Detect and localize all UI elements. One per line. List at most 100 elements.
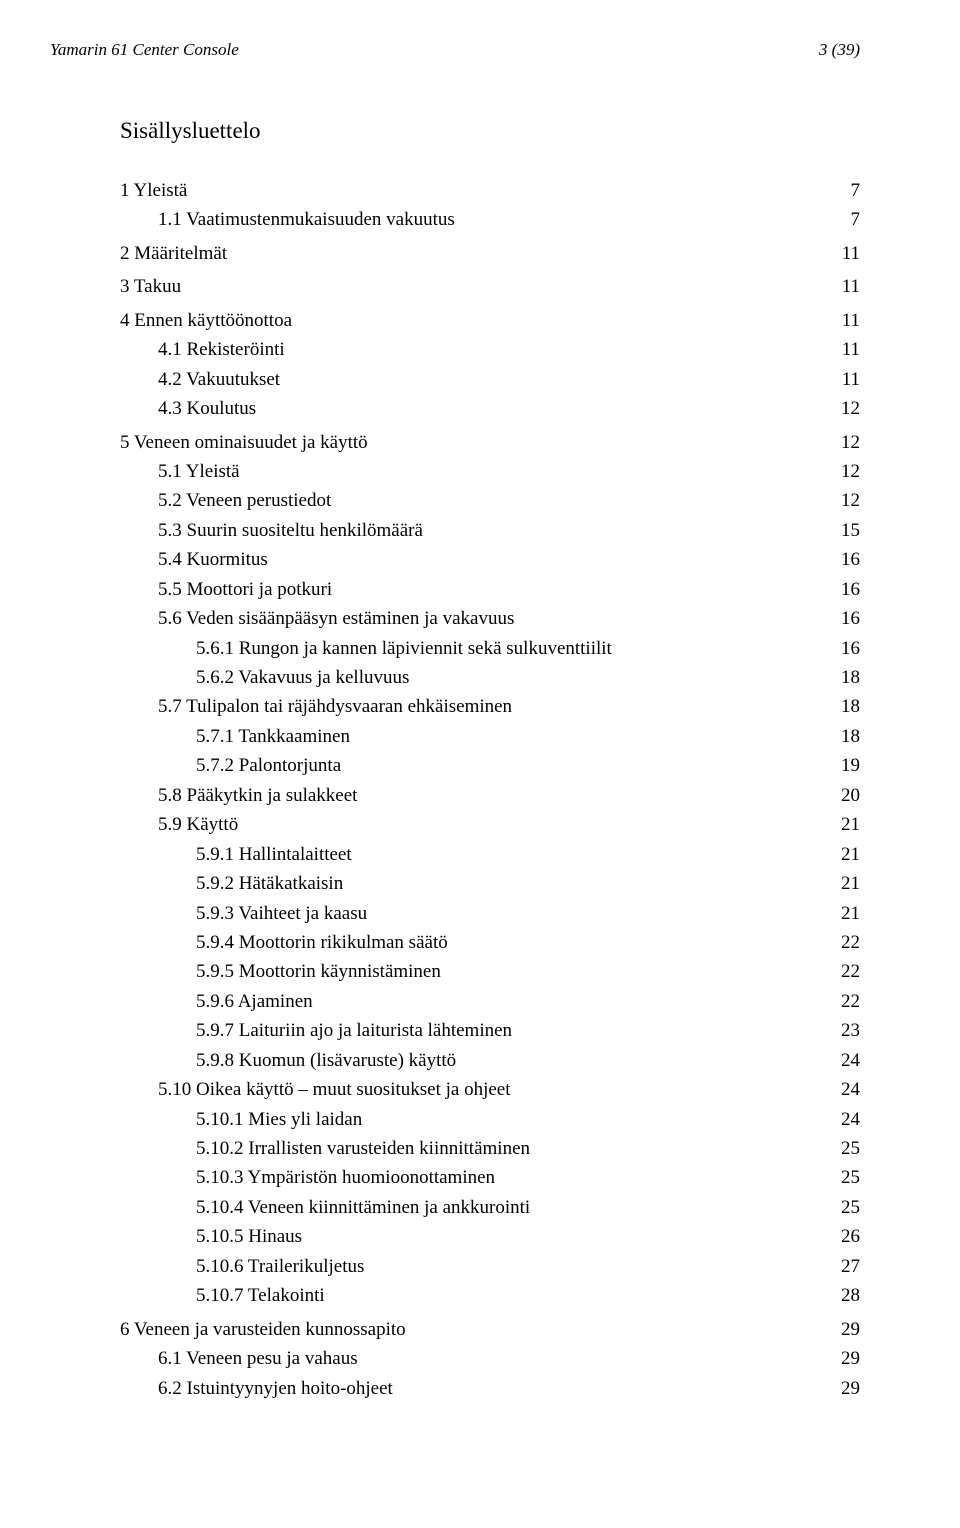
toc-entry-label: 5.7 Tulipalon tai räjähdysvaaran ehkäise…: [158, 692, 841, 721]
toc-entry-label: 5.10.7 Telakointi: [196, 1281, 841, 1310]
toc-entry-page: 11: [842, 272, 860, 301]
toc-entry-label: 5.7.2 Palontorjunta: [196, 751, 841, 780]
toc-entry: 5.4 Kuormitus16: [120, 545, 860, 574]
toc-entry: 4 Ennen käyttöönottoa11: [120, 306, 860, 335]
toc-entry-page: 18: [841, 722, 860, 751]
toc-entry: 5.6.2 Vakavuus ja kelluvuus18: [120, 663, 860, 692]
toc-entry-page: 29: [841, 1374, 860, 1403]
toc-entry-page: 21: [841, 840, 860, 869]
toc-entry-page: 27: [841, 1252, 860, 1281]
toc-entry-label: 5.6.2 Vakavuus ja kelluvuus: [196, 663, 841, 692]
toc-entry-page: 16: [841, 545, 860, 574]
toc-entry-label: 5.5 Moottori ja potkuri: [158, 575, 841, 604]
toc-entry: 5.9.1 Hallintalaitteet21: [120, 840, 860, 869]
toc-entry: 5.9 Käyttö21: [120, 810, 860, 839]
toc-entry: 6.1 Veneen pesu ja vahaus29: [120, 1344, 860, 1373]
toc-entry-label: 5.9.8 Kuomun (lisävaruste) käyttö: [196, 1046, 841, 1075]
toc-entry: 3 Takuu11: [120, 272, 860, 301]
toc-entry-page: 12: [841, 457, 860, 486]
toc-entry-label: 5.9.6 Ajaminen: [196, 987, 841, 1016]
toc-entry: 5.7.2 Palontorjunta19: [120, 751, 860, 780]
toc-entry: 4.2 Vakuutukset11: [120, 365, 860, 394]
toc-entry-page: 21: [841, 810, 860, 839]
toc-entry-page: 29: [841, 1344, 860, 1373]
toc-entry-page: 7: [851, 205, 861, 234]
toc-entry: 5.10.1 Mies yli laidan24: [120, 1105, 860, 1134]
toc-entry-label: 4 Ennen käyttöönottoa: [120, 306, 842, 335]
toc-entry-label: 5.9.1 Hallintalaitteet: [196, 840, 841, 869]
toc-entry-page: 18: [841, 692, 860, 721]
toc-entry-page: 25: [841, 1193, 860, 1222]
toc-entry-label: 4.2 Vakuutukset: [158, 365, 842, 394]
toc-entry-label: 5.7.1 Tankkaaminen: [196, 722, 841, 751]
toc-entry: 5.9.5 Moottorin käynnistäminen22: [120, 957, 860, 986]
toc-entry-label: 5.9 Käyttö: [158, 810, 841, 839]
toc-entry-label: 2 Määritelmät: [120, 239, 842, 268]
toc-entry: 5.10.4 Veneen kiinnittäminen ja ankkuroi…: [120, 1193, 860, 1222]
toc-entry-page: 22: [841, 957, 860, 986]
toc-entry-page: 23: [841, 1016, 860, 1045]
toc-entry-page: 12: [841, 428, 860, 457]
toc-entry-label: 5.6 Veden sisäänpääsyn estäminen ja vaka…: [158, 604, 841, 633]
toc-entry: 5.10.7 Telakointi28: [120, 1281, 860, 1310]
toc-entry-page: 12: [841, 486, 860, 515]
toc-entry-label: 5.2 Veneen perustiedot: [158, 486, 841, 515]
doc-title: Yamarin 61 Center Console: [50, 40, 239, 60]
toc-entry-page: 22: [841, 928, 860, 957]
toc-container: Sisällysluettelo 1 Yleistä71.1 Vaatimust…: [120, 118, 860, 1403]
toc-entry: 5.10 Oikea käyttö – muut suositukset ja …: [120, 1075, 860, 1104]
page-counter: 3 (39): [819, 40, 860, 60]
toc-entry-page: 15: [841, 516, 860, 545]
toc-entry-label: 5.10.1 Mies yli laidan: [196, 1105, 841, 1134]
toc-entry-label: 5.3 Suurin suositeltu henkilömäärä: [158, 516, 841, 545]
toc-entry: 4.1 Rekisteröinti11: [120, 335, 860, 364]
toc-entry-label: 5.10.4 Veneen kiinnittäminen ja ankkuroi…: [196, 1193, 841, 1222]
toc-entry-page: 21: [841, 869, 860, 898]
toc-entry-label: 5.8 Pääkytkin ja sulakkeet: [158, 781, 841, 810]
toc-entry-label: 5.4 Kuormitus: [158, 545, 841, 574]
toc-entry-label: 5.9.4 Moottorin rikikulman säätö: [196, 928, 841, 957]
toc-entry: 6 Veneen ja varusteiden kunnossapito29: [120, 1315, 860, 1344]
toc-entry: 5.10.5 Hinaus26: [120, 1222, 860, 1251]
toc-entry: 5.7 Tulipalon tai räjähdysvaaran ehkäise…: [120, 692, 860, 721]
toc-entry-label: 5.10.6 Trailerikuljetus: [196, 1252, 841, 1281]
toc-entry-page: 28: [841, 1281, 860, 1310]
toc-entry-page: 29: [841, 1315, 860, 1344]
toc-entry-label: 5.9.7 Laituriin ajo ja laiturista lähtem…: [196, 1016, 841, 1045]
toc-entry-label: 4.1 Rekisteröinti: [158, 335, 842, 364]
toc-entry-label: 3 Takuu: [120, 272, 842, 301]
toc-entry: 5.5 Moottori ja potkuri16: [120, 575, 860, 604]
toc-entry: 5.9.8 Kuomun (lisävaruste) käyttö24: [120, 1046, 860, 1075]
toc-entry-label: 1 Yleistä: [120, 176, 851, 205]
toc-entry: 5.6 Veden sisäänpääsyn estäminen ja vaka…: [120, 604, 860, 633]
toc-entry-label: 5.10 Oikea käyttö – muut suositukset ja …: [158, 1075, 841, 1104]
toc-entry: 6.2 Istuintyynyjen hoito-ohjeet29: [120, 1374, 860, 1403]
toc-entry-page: 25: [841, 1163, 860, 1192]
toc-entry: 5.6.1 Rungon ja kannen läpiviennit sekä …: [120, 634, 860, 663]
toc-entry: 5.3 Suurin suositeltu henkilömäärä15: [120, 516, 860, 545]
toc-entry-page: 18: [841, 663, 860, 692]
toc-entry: 1 Yleistä7: [120, 176, 860, 205]
toc-entry-page: 11: [842, 365, 860, 394]
toc-entry-label: 6.2 Istuintyynyjen hoito-ohjeet: [158, 1374, 841, 1403]
toc-entry-page: 16: [841, 634, 860, 663]
toc-entry: 5.9.7 Laituriin ajo ja laiturista lähtem…: [120, 1016, 860, 1045]
toc-entry-page: 12: [841, 394, 860, 423]
toc-entry: 5.8 Pääkytkin ja sulakkeet20: [120, 781, 860, 810]
toc-entry: 5.9.3 Vaihteet ja kaasu21: [120, 899, 860, 928]
toc-entry-page: 24: [841, 1075, 860, 1104]
toc-entry: 4.3 Koulutus12: [120, 394, 860, 423]
page-header: Yamarin 61 Center Console 3 (39): [50, 40, 860, 60]
toc-entry-label: 5.10.2 Irrallisten varusteiden kiinnittä…: [196, 1134, 841, 1163]
toc-entry: 5 Veneen ominaisuudet ja käyttö12: [120, 428, 860, 457]
toc-title: Sisällysluettelo: [120, 118, 860, 144]
toc-entry-label: 5.9.3 Vaihteet ja kaasu: [196, 899, 841, 928]
toc-entry-page: 16: [841, 604, 860, 633]
toc-entry: 5.10.3 Ympäristön huomioonottaminen25: [120, 1163, 860, 1192]
toc-entry-label: 6 Veneen ja varusteiden kunnossapito: [120, 1315, 841, 1344]
toc-entry-page: 26: [841, 1222, 860, 1251]
toc-entry-page: 22: [841, 987, 860, 1016]
toc-entry-page: 19: [841, 751, 860, 780]
toc-entry-label: 4.3 Koulutus: [158, 394, 841, 423]
toc-entry: 5.10.2 Irrallisten varusteiden kiinnittä…: [120, 1134, 860, 1163]
